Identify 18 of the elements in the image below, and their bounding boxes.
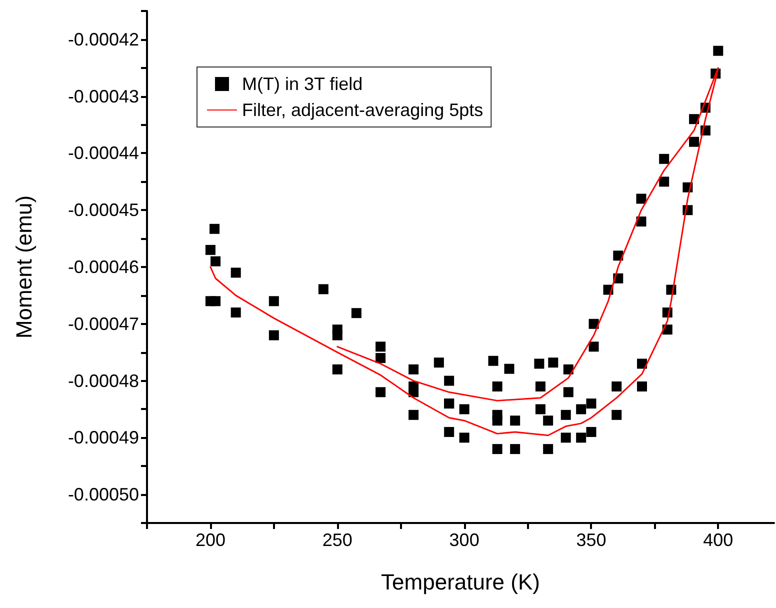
y-tick-label: -0.00047 (68, 314, 139, 334)
y-tick-label: -0.00045 (68, 200, 139, 220)
y-tick-label: -0.00042 (68, 29, 139, 50)
y-tick-label: -0.00049 (68, 428, 139, 448)
x-tick-label: 200 (195, 530, 226, 550)
y-axis-title: Moment (emu) (12, 195, 36, 339)
y-tick-label: -0.00050 (68, 484, 139, 505)
legend-label: M(T) in 3T field (242, 74, 363, 94)
y-tick-label: -0.00043 (68, 86, 139, 106)
x-tick-label: 250 (322, 530, 352, 550)
x-axis-title: Temperature (K) (381, 570, 540, 594)
y-tick-label: -0.00048 (68, 370, 139, 391)
y-tick-label: -0.00046 (68, 257, 139, 277)
y-tick-label: -0.00044 (68, 143, 139, 164)
x-tick-label: 300 (449, 530, 480, 550)
legend-label: Filter, adjacent-averaging 5pts (242, 100, 484, 120)
x-tick-label: 350 (576, 530, 606, 550)
x-tick-label: 400 (703, 530, 734, 550)
